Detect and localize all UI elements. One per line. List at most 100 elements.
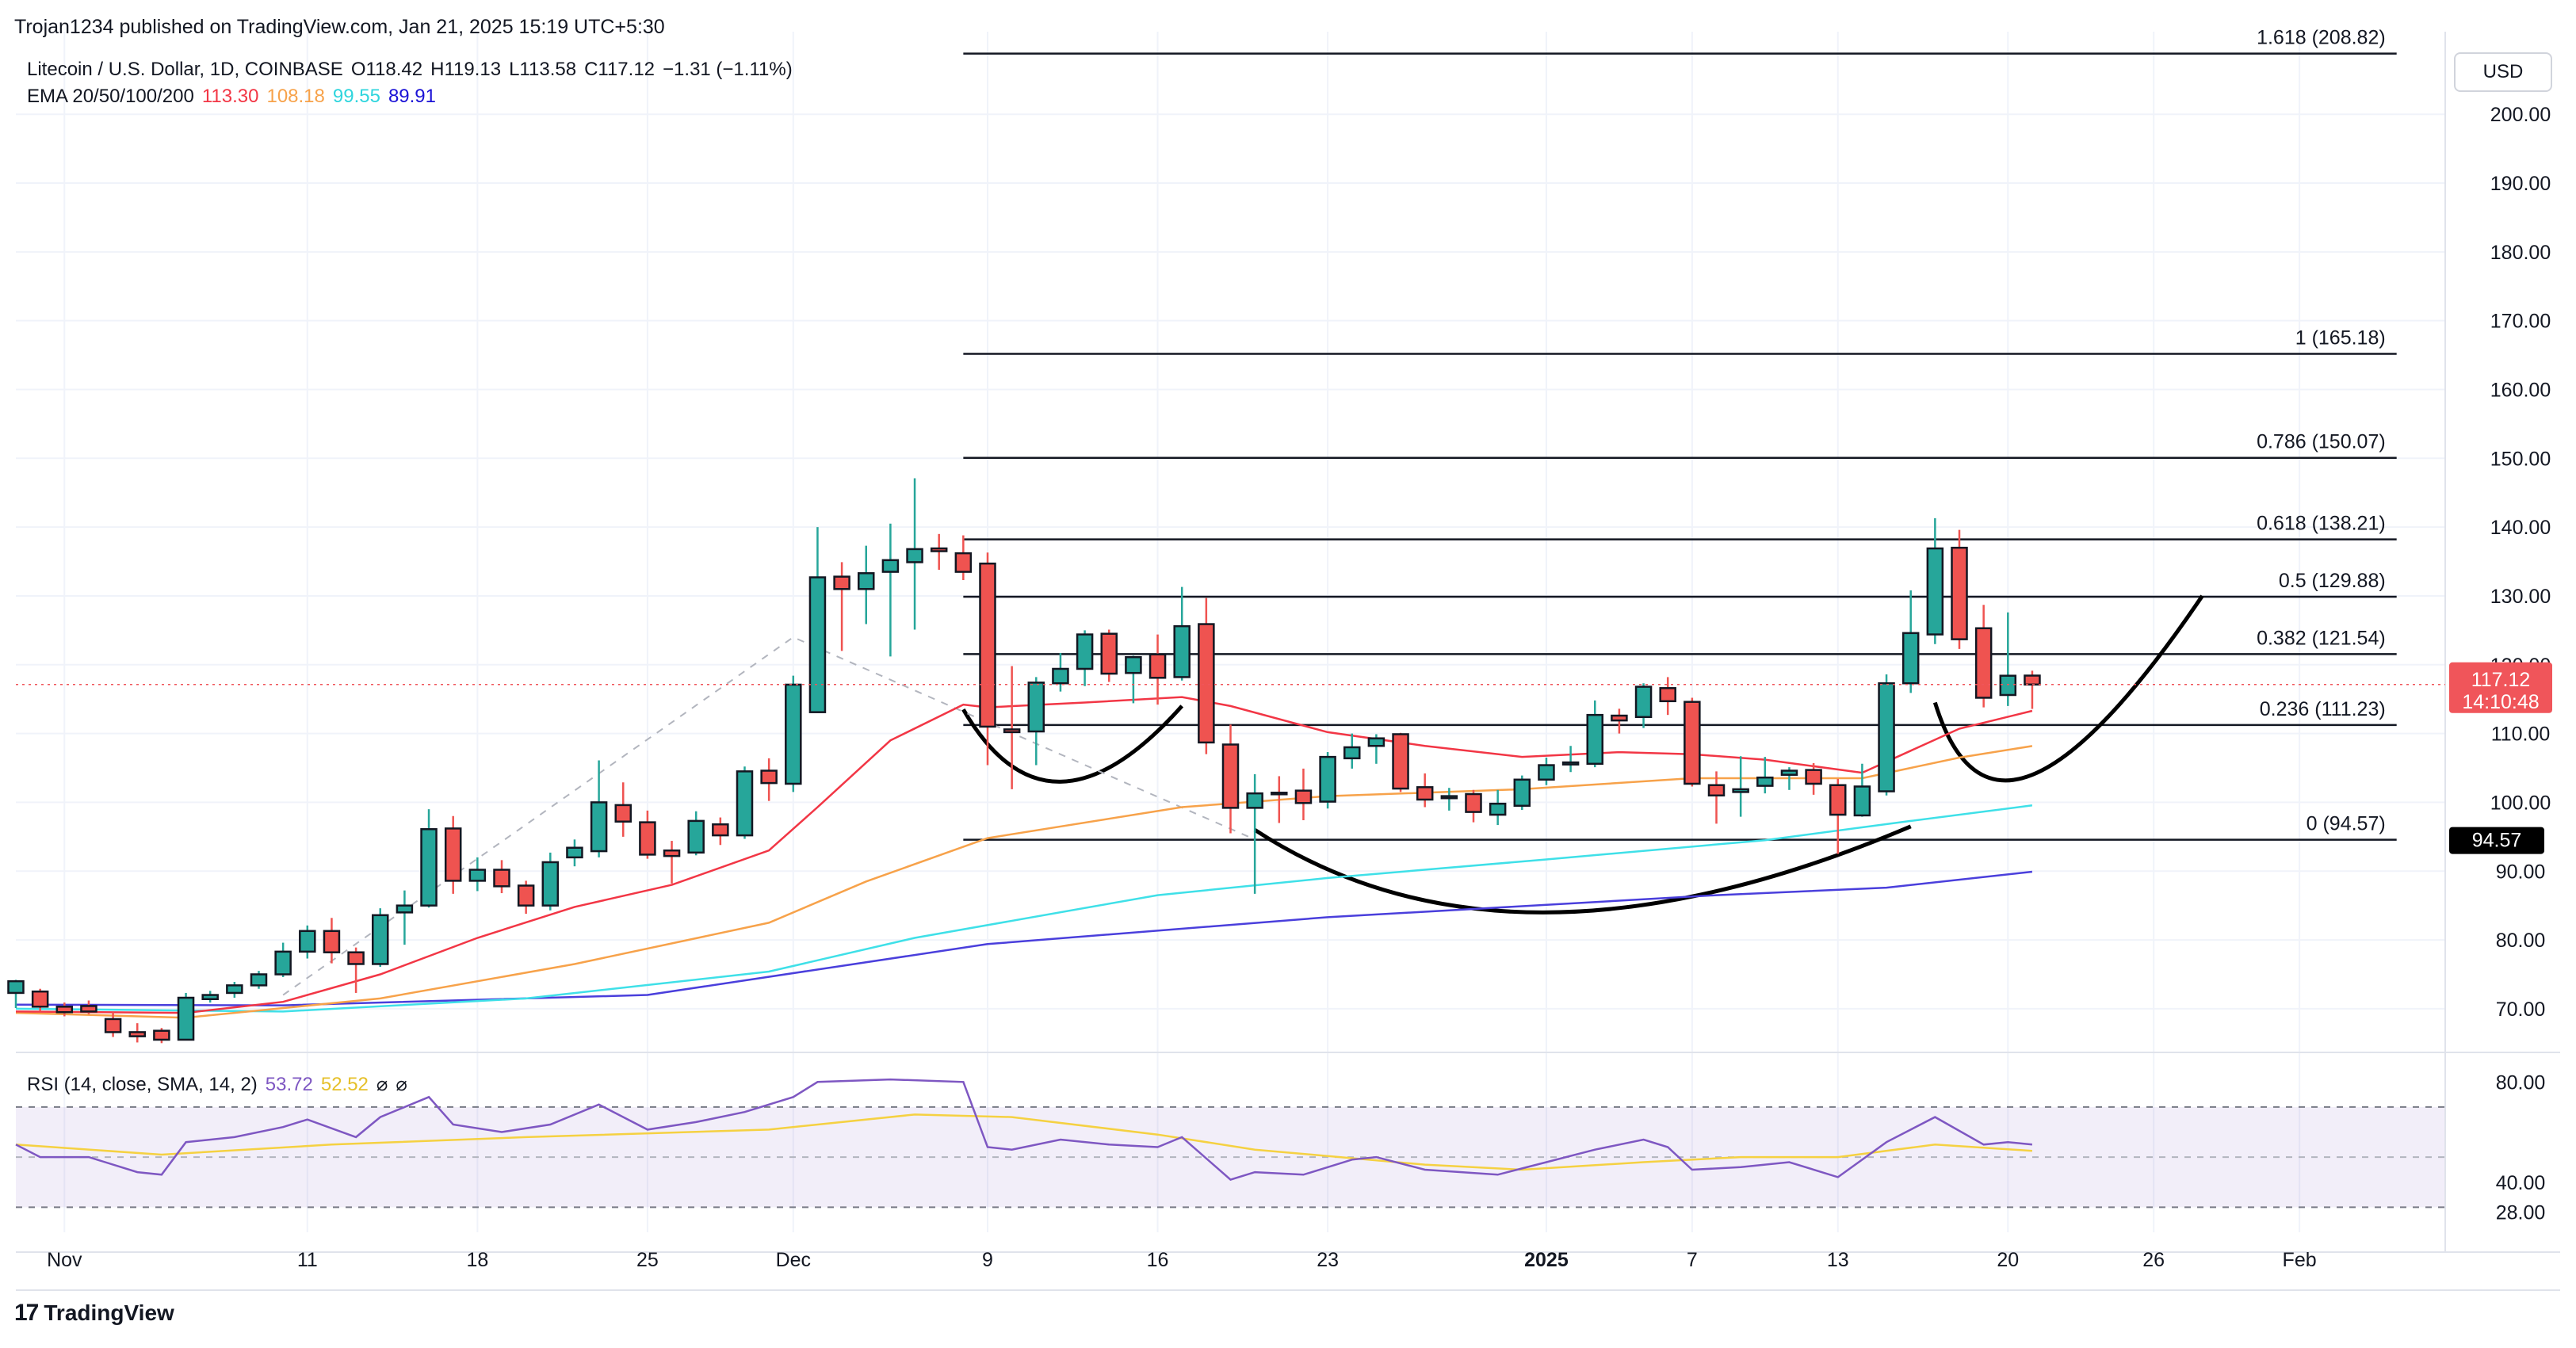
candle-body <box>153 1029 170 1041</box>
fib-level-label: 0.236 (111.23) <box>2260 698 2386 720</box>
ema-label[interactable]: EMA 20/50/100/200 <box>27 86 194 107</box>
candle-body <box>1999 674 2017 697</box>
candle-body <box>1684 701 1701 785</box>
rsi-tick-label: 80.00 <box>2496 1071 2546 1094</box>
rsi-label[interactable]: RSI (14, close, SMA, 14, 2) <box>27 1074 258 1095</box>
candle-body <box>979 562 996 728</box>
fib-base-tag-text: 94.57 <box>2472 830 2522 852</box>
candle-body <box>517 884 535 907</box>
candle-up <box>7 979 25 1009</box>
candle-up <box>1634 683 1653 728</box>
time-tick-label: 20 <box>1997 1249 2019 1271</box>
candle-up <box>1125 655 1142 704</box>
candle-down <box>1416 773 1434 808</box>
candle-up <box>1367 734 1385 764</box>
candle-down <box>639 810 656 859</box>
candle-body <box>1901 632 1920 685</box>
price-tick-label: 130.00 <box>2490 586 2551 608</box>
grid <box>16 32 2445 1232</box>
price-tick-label: 160.00 <box>2490 379 2551 401</box>
candle-body <box>1100 632 1118 675</box>
candle-body <box>833 575 850 590</box>
candle-body <box>1271 792 1288 796</box>
candle-up <box>1489 789 1507 826</box>
candle-body <box>2024 674 2041 686</box>
candle-up <box>299 925 316 959</box>
candle-body <box>687 819 705 854</box>
candle-body <box>1319 755 1336 803</box>
candle-down <box>1829 778 1847 854</box>
candle-body <box>1465 792 1482 813</box>
pattern-arc-base <box>1253 824 1912 915</box>
fibonacci-retracement: 0 (94.57) 0.236 (111.23) 0.382 (121.54) 0.5… <box>963 27 2397 841</box>
candle-body <box>1343 746 1361 760</box>
price-tick-label: 90.00 <box>2496 861 2546 883</box>
candle-body <box>1951 546 1968 640</box>
candle-down <box>1465 789 1482 823</box>
fib-level-label: 0.786 (150.07) <box>2257 431 2386 453</box>
ema20-value: 113.30 <box>201 86 259 107</box>
candle-body <box>177 996 195 1041</box>
price-tick-label: 110.00 <box>2491 724 2551 746</box>
candle-down <box>1611 708 1628 734</box>
currency-button[interactable]: USD <box>2454 52 2552 92</box>
candle-up <box>881 523 900 657</box>
candle-up <box>468 857 487 892</box>
price-tick-label: 150.00 <box>2490 448 2551 470</box>
candle-body <box>1125 655 1142 674</box>
rsi-value: 53.72 <box>265 1074 313 1095</box>
candle-body <box>1732 788 1749 793</box>
candle-down <box>930 533 948 570</box>
symbol-legend: Litecoin / U.S. Dollar, 1D, COINBASE O118… <box>27 59 801 81</box>
candle-up <box>590 760 608 857</box>
candle-up <box>1780 767 1798 790</box>
fib-level-label: 1 (165.18) <box>2295 327 2386 349</box>
candle-body <box>1027 682 1045 733</box>
candle-down <box>1148 634 1167 705</box>
time-tick-label: 7 <box>1687 1249 1698 1271</box>
price-tick-label: 100.00 <box>2490 792 2551 814</box>
candle-body <box>1634 685 1653 719</box>
candle-body <box>1611 714 1628 722</box>
candle-down <box>31 988 49 1012</box>
candle-down <box>80 1000 97 1014</box>
brand[interactable]: 17 TradingView <box>14 1300 174 1327</box>
candle-down <box>153 1028 170 1044</box>
fib-level-label: 0.382 (121.54) <box>2257 627 2386 649</box>
candle-up <box>1513 775 1531 810</box>
ohlc-open: O118.42 <box>350 59 423 80</box>
candle-down <box>1294 768 1313 821</box>
candle-down <box>2024 670 2041 709</box>
time-tick-label: 23 <box>1317 1249 1339 1271</box>
candle-down <box>979 552 996 766</box>
candle-body <box>323 930 341 953</box>
candle-body <box>1829 784 1847 816</box>
candle-up <box>274 942 292 977</box>
candle-body <box>712 823 729 837</box>
candle-body <box>1707 784 1726 797</box>
candle-down <box>614 782 633 837</box>
candle-body <box>1221 743 1240 809</box>
candle-body <box>1878 682 1895 792</box>
candle-body <box>1659 687 1676 703</box>
ohlc-low: L113.58 <box>509 59 577 80</box>
current-price-text: 117.12 <box>2471 669 2531 691</box>
tradingview-logo-icon: 17 <box>14 1300 39 1326</box>
candles <box>7 478 2041 1044</box>
ema100-value: 99.55 <box>332 86 380 107</box>
candle-up <box>1586 700 1604 768</box>
candle-down <box>1974 605 1993 708</box>
candle-up <box>201 991 219 1003</box>
candle-down <box>1100 629 1118 682</box>
candle-up <box>1756 757 1774 794</box>
symbol-title[interactable]: Litecoin / U.S. Dollar, 1D, COINBASE <box>27 59 343 80</box>
candle-up <box>857 545 875 624</box>
candle-body <box>1440 795 1458 800</box>
time-tick-label: Dec <box>776 1249 811 1271</box>
price-tick-label: 140.00 <box>2490 517 2551 539</box>
candle-up <box>1343 733 1361 769</box>
ema50-value: 108.18 <box>266 86 325 107</box>
candle-body <box>1392 733 1409 790</box>
candle-body <box>1780 769 1798 776</box>
